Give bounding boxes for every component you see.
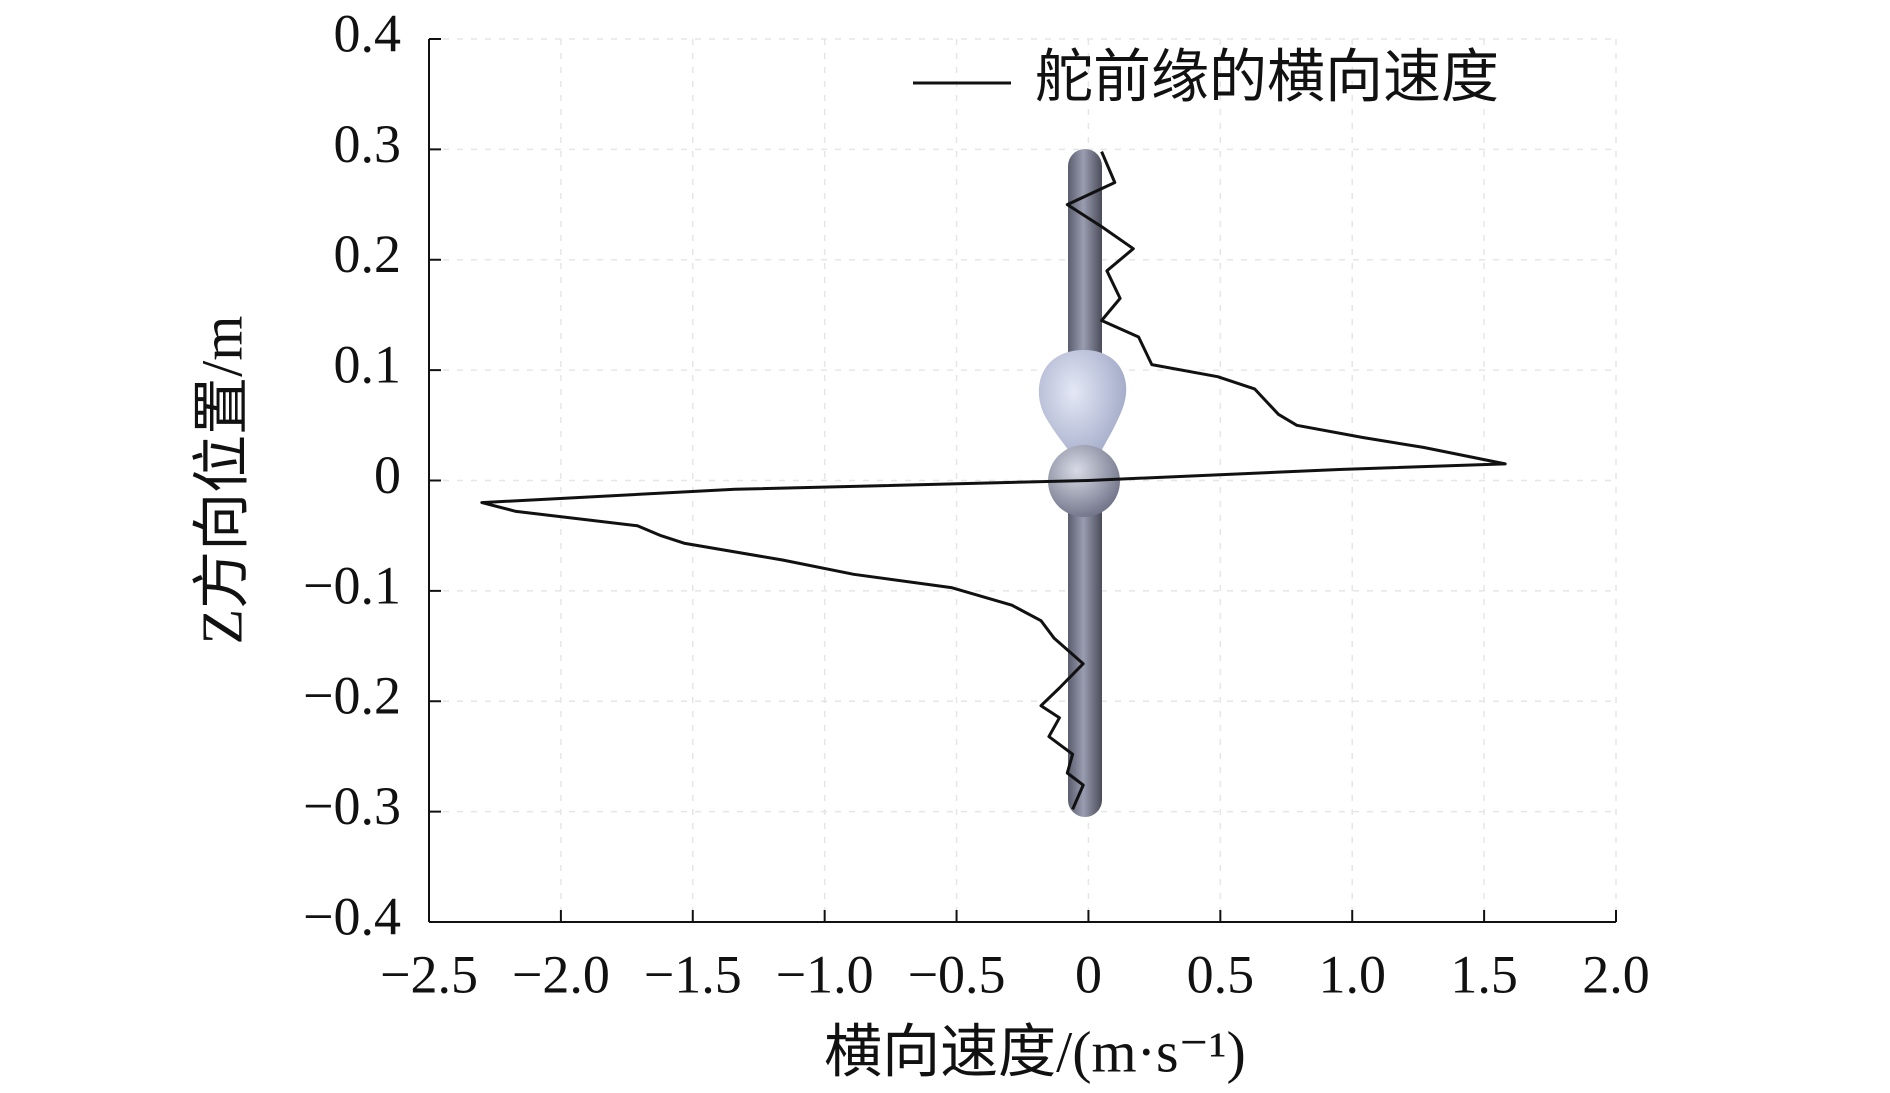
data-line: [480, 151, 1507, 810]
x-tick-label: 2.0: [1582, 944, 1650, 1004]
x-tick-label: −2.5: [380, 944, 478, 1004]
y-tick-label: 0.1: [334, 335, 402, 395]
x-tick-label: 1.5: [1450, 944, 1518, 1004]
legend-label: 舵前缘的横向速度: [1035, 44, 1499, 109]
y-tick-label: 0.3: [334, 114, 402, 174]
y-tick-label: −0.4: [303, 886, 401, 946]
propeller-blade: [1038, 350, 1127, 470]
y-tick-label: 0.4: [334, 3, 402, 63]
y-tick-label: −0.2: [303, 666, 401, 726]
x-tick-label: −1.0: [776, 944, 874, 1004]
x-tick-label: −0.5: [908, 944, 1006, 1004]
y-axis-label: Z方向位置/m: [189, 316, 254, 645]
y-tick-label: 0.2: [334, 224, 402, 284]
x-tick-label: 0: [1075, 944, 1102, 1004]
x-tick-label: −1.5: [644, 944, 742, 1004]
y-tick-label: 0: [374, 445, 401, 505]
x-tick-label: 0.5: [1187, 944, 1255, 1004]
y-tick-label: −0.3: [303, 776, 401, 836]
y-tick-label: −0.1: [303, 555, 401, 615]
x-tick-label: −2.0: [512, 944, 610, 1004]
x-tick-label: 1.0: [1318, 944, 1386, 1004]
x-axis-label: 横向速度/(m·s⁻¹): [824, 1019, 1246, 1084]
